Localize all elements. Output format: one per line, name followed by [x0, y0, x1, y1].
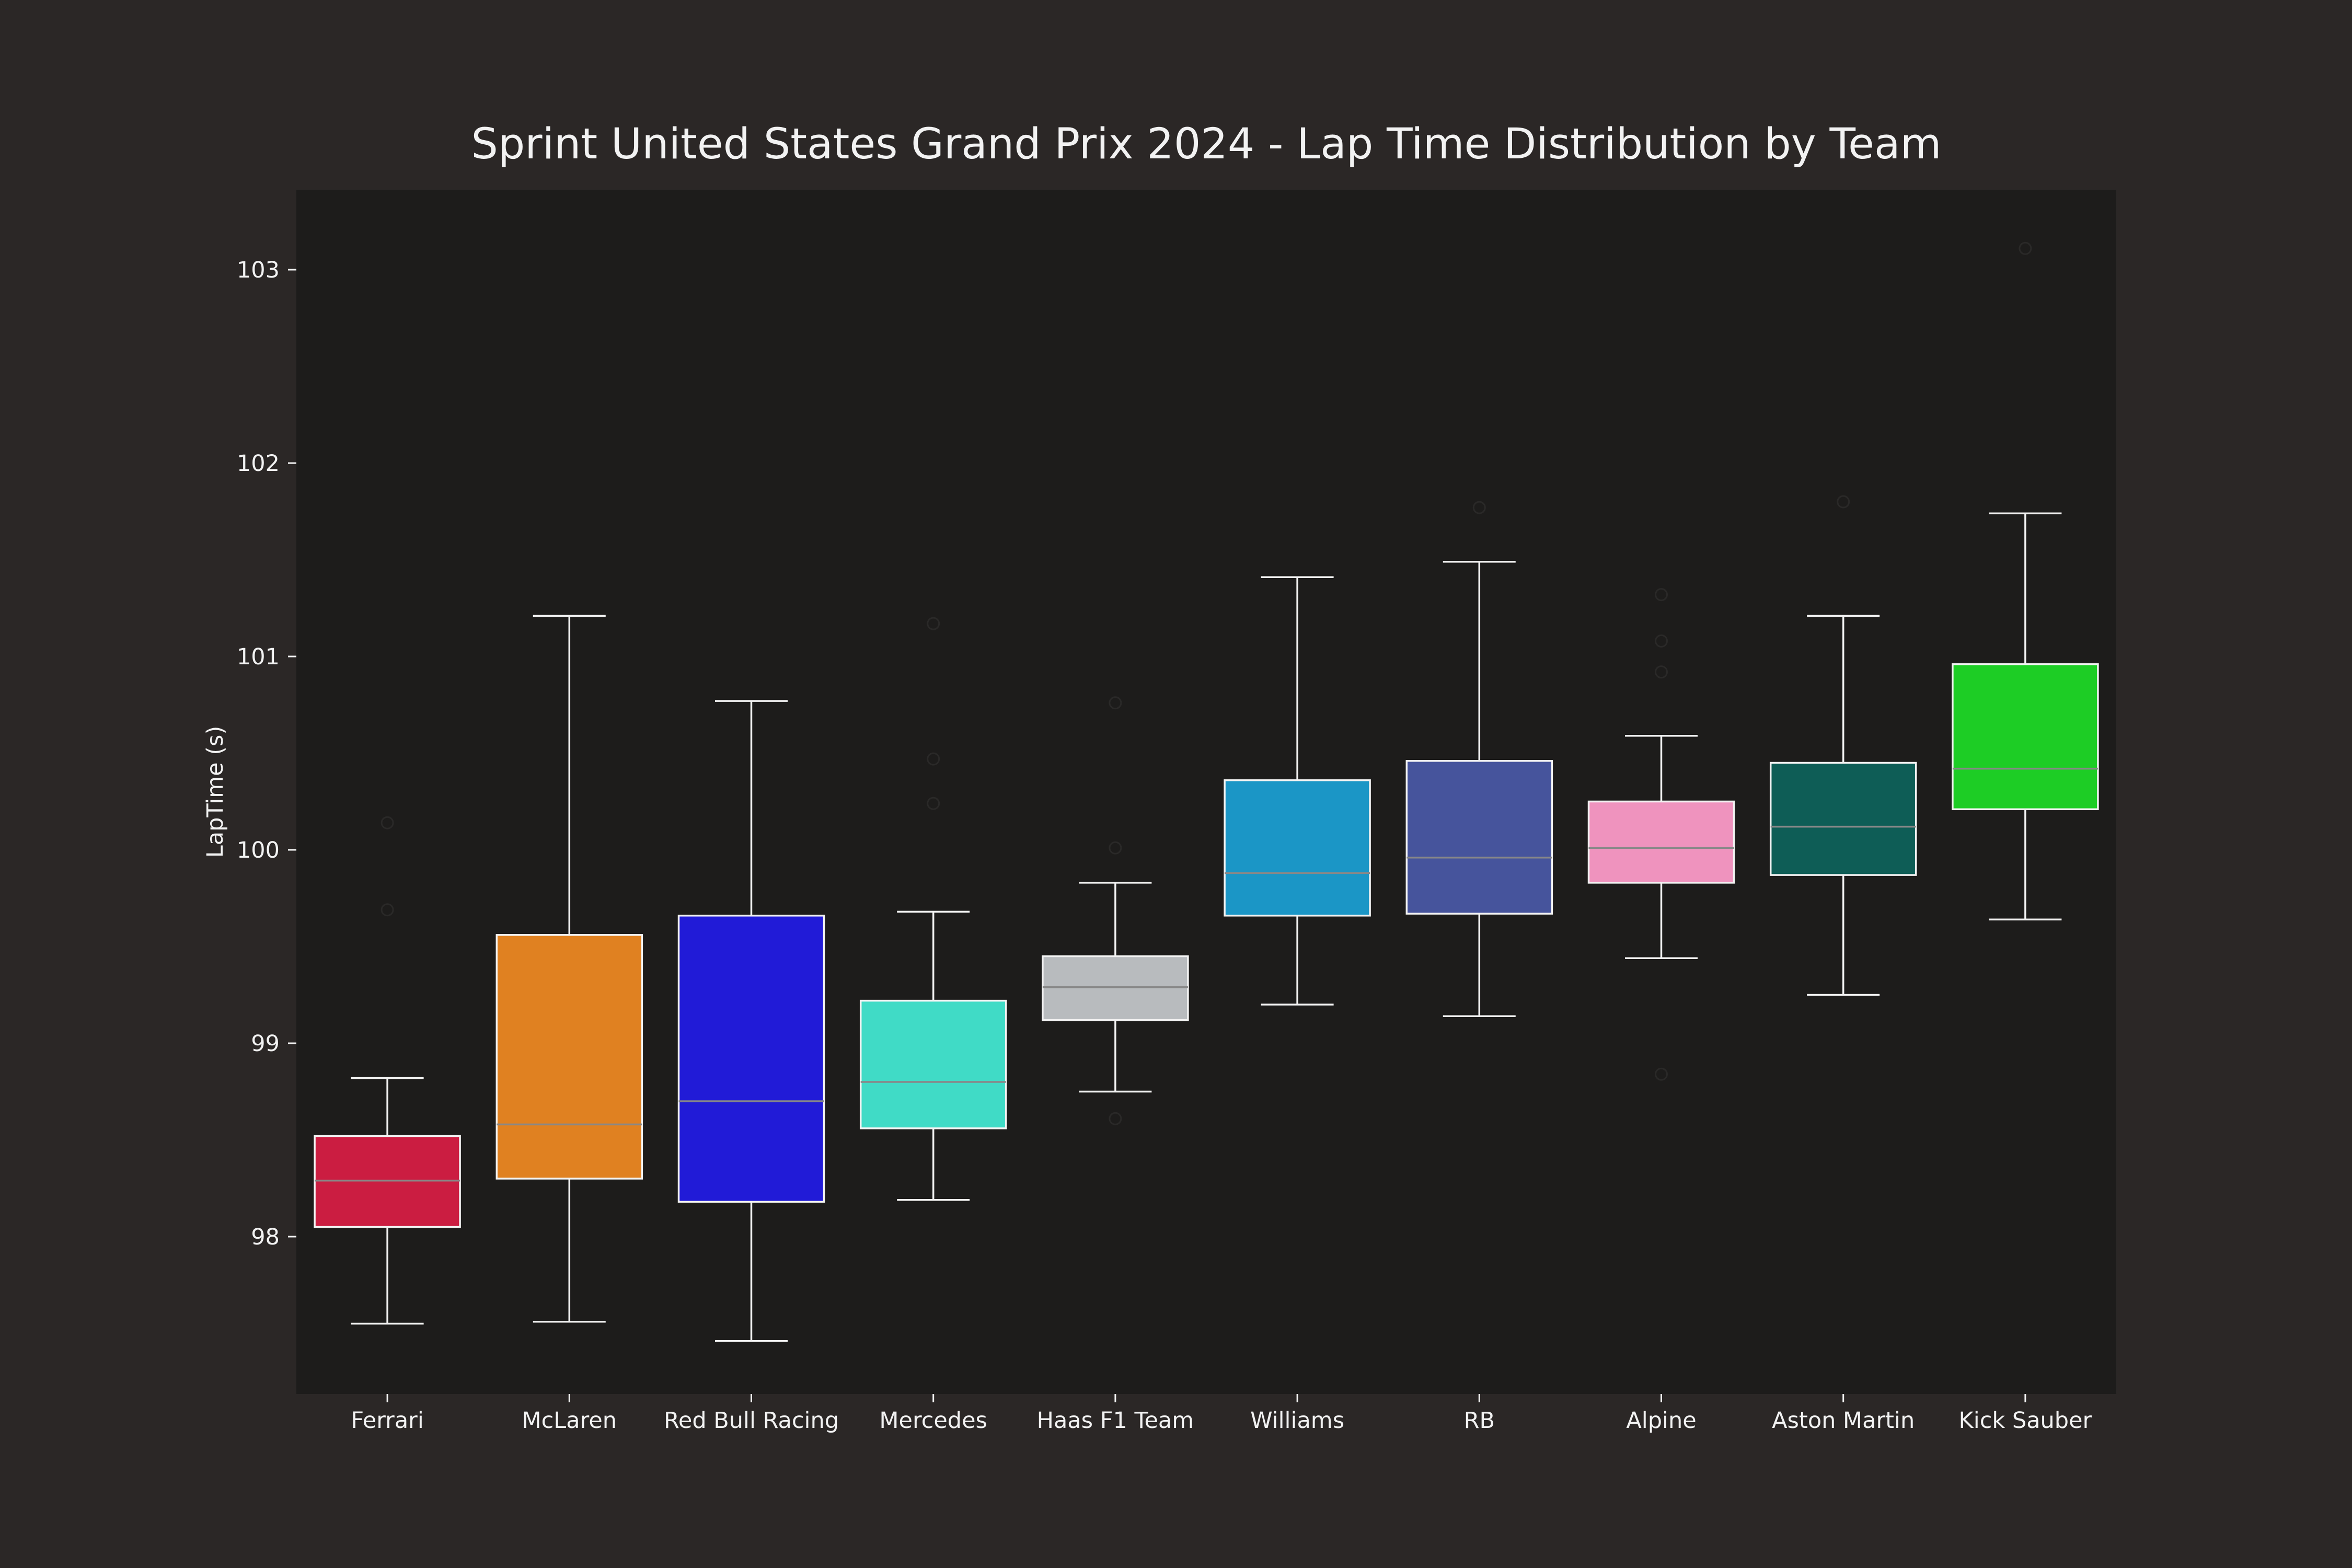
x-tick-label: Kick Sauber [1959, 1408, 2092, 1434]
box-kick-sauber [1952, 241, 2099, 920]
outlier-point [1109, 696, 1122, 710]
iqr-box [314, 1135, 461, 1228]
outlier-point [381, 816, 394, 829]
iqr-box [1405, 760, 1553, 915]
outlier-point [927, 617, 940, 630]
x-tick-label: Aston Martin [1772, 1408, 1915, 1434]
outlier-point [1655, 588, 1668, 602]
box-mclaren [495, 615, 643, 1323]
outlier-point [927, 752, 940, 766]
y-tick-label: 100 [237, 837, 280, 863]
y-tick-label: 99 [251, 1031, 280, 1057]
box-ferrari [314, 816, 461, 1325]
chart-title: Sprint United States Grand Prix 2024 - L… [471, 120, 1941, 169]
x-tick-label: Alpine [1626, 1408, 1696, 1434]
iqr-box [1952, 663, 2099, 811]
outlier-point [1655, 665, 1668, 679]
iqr-box [1769, 762, 1917, 876]
outlier-point [381, 903, 394, 917]
outlier-point [2019, 241, 2032, 255]
x-axis: Ferrari McLaren Red Bull Racing Mercedes Haa… [351, 1394, 2092, 1434]
iqr-box [1587, 800, 1735, 884]
box-aston-martin [1769, 495, 1917, 996]
outlier-point [1655, 634, 1668, 648]
x-tick-label: Red Bull Racing [664, 1408, 839, 1434]
outlier-point [1109, 841, 1122, 855]
outlier-point [1109, 1112, 1122, 1125]
x-tick-label: Mercedes [879, 1408, 987, 1434]
x-tick-label: Haas F1 Team [1037, 1408, 1194, 1434]
boxes-group [314, 241, 2099, 1342]
x-tick-label: McLaren [522, 1408, 617, 1434]
x-tick-label: Williams [1250, 1408, 1344, 1434]
outlier-point [1655, 1067, 1668, 1081]
box-mercedes [859, 617, 1007, 1201]
iqr-box [859, 999, 1007, 1129]
outlier-point [1837, 495, 1850, 509]
y-axis-label: LapTime (s) [202, 726, 228, 858]
y-tick-label: 101 [237, 644, 280, 670]
box-red-bull-racing [677, 700, 825, 1342]
box-williams [1224, 576, 1371, 1006]
outlier-point [927, 797, 940, 810]
box-rb [1405, 501, 1553, 1017]
x-tick-label: Ferrari [351, 1408, 423, 1434]
outlier-point [1472, 501, 1486, 514]
iqr-box [1224, 779, 1371, 917]
iqr-box [1042, 955, 1189, 1021]
y-tick-label: 103 [237, 257, 280, 283]
y-tick-label: 102 [237, 451, 280, 477]
x-tick-label: RB [1464, 1408, 1495, 1434]
y-tick-label: 98 [251, 1224, 280, 1250]
box-haas-f1-team [1042, 696, 1189, 1125]
iqr-box [677, 915, 825, 1203]
y-axis: 98 99 100 101 102 103 [237, 257, 296, 1250]
iqr-box [495, 934, 643, 1180]
box-alpine [1587, 588, 1735, 1081]
